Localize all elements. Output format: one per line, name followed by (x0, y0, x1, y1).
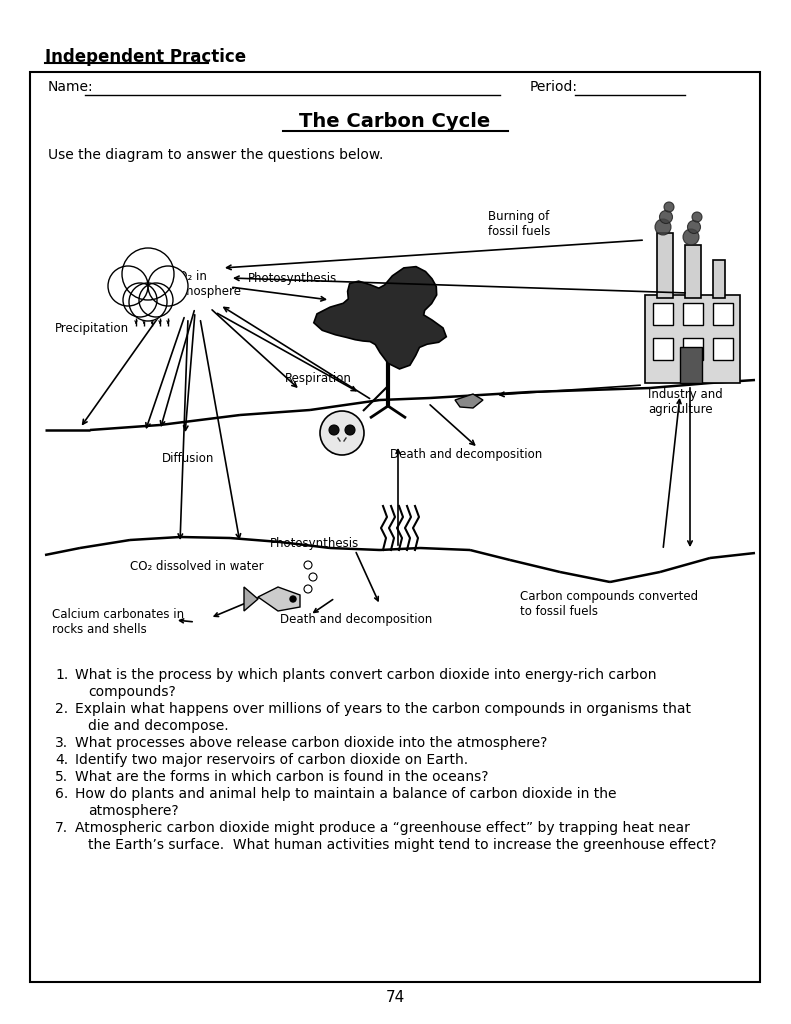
Text: Carbon compounds converted
to fossil fuels: Carbon compounds converted to fossil fue… (520, 590, 698, 618)
Circle shape (123, 283, 157, 317)
Text: Respiration: Respiration (285, 372, 352, 385)
Text: 7.: 7. (55, 821, 68, 835)
Text: What is the process by which plants convert carbon dioxide into energy-rich carb: What is the process by which plants conv… (75, 668, 657, 682)
Text: Burning of
fossil fuels: Burning of fossil fuels (488, 210, 551, 238)
Circle shape (660, 211, 672, 223)
Circle shape (139, 283, 173, 317)
Text: Death and decomposition: Death and decomposition (280, 613, 432, 626)
Text: 2.: 2. (55, 702, 68, 716)
Circle shape (655, 219, 671, 234)
Text: 3.: 3. (55, 736, 68, 750)
Text: Diffusion: Diffusion (162, 452, 214, 465)
Text: Name:: Name: (48, 80, 93, 94)
Circle shape (687, 220, 701, 233)
Circle shape (122, 248, 174, 300)
Circle shape (683, 229, 699, 245)
Text: Photosynthesis: Photosynthesis (248, 272, 337, 285)
Text: Explain what happens over millions of years to the carbon compounds in organisms: Explain what happens over millions of ye… (75, 702, 691, 716)
Text: What processes above release carbon dioxide into the atmosphere?: What processes above release carbon diox… (75, 736, 547, 750)
Circle shape (320, 411, 364, 455)
Text: 1.: 1. (55, 668, 68, 682)
Bar (645, 295, 740, 383)
Bar (685, 245, 701, 298)
Polygon shape (244, 587, 258, 611)
Text: Use the diagram to answer the questions below.: Use the diagram to answer the questions … (48, 148, 384, 162)
Circle shape (108, 266, 148, 306)
Circle shape (129, 283, 167, 321)
Text: die and decompose.: die and decompose. (88, 719, 229, 733)
Text: Industry and
agriculture: Industry and agriculture (648, 388, 723, 416)
Text: 4.: 4. (55, 753, 68, 767)
Bar (653, 303, 673, 325)
Text: Calcium carbonates in
rocks and shells: Calcium carbonates in rocks and shells (52, 608, 184, 636)
Bar (30, 72, 760, 982)
Text: the Earth’s surface.  What human activities might tend to increase the greenhous: the Earth’s surface. What human activiti… (88, 838, 717, 852)
Text: 5.: 5. (55, 770, 68, 784)
Circle shape (148, 266, 188, 306)
Bar (680, 347, 702, 383)
Circle shape (329, 425, 339, 435)
Circle shape (290, 596, 296, 602)
Bar (683, 338, 703, 360)
Polygon shape (258, 587, 300, 611)
Bar (713, 303, 733, 325)
Text: 74: 74 (385, 990, 405, 1005)
Text: Death and decomposition: Death and decomposition (390, 449, 543, 461)
Text: What are the forms in which carbon is found in the oceans?: What are the forms in which carbon is fo… (75, 770, 489, 784)
Circle shape (345, 425, 355, 435)
Bar (683, 303, 703, 325)
Text: Period:: Period: (530, 80, 578, 94)
Text: atmosphere?: atmosphere? (88, 804, 179, 818)
Polygon shape (314, 266, 446, 369)
Text: How do plants and animal help to maintain a balance of carbon dioxide in the: How do plants and animal help to maintai… (75, 787, 616, 801)
Bar (713, 260, 725, 298)
Text: Atmospheric carbon dioxide might produce a “greenhouse effect” by trapping heat : Atmospheric carbon dioxide might produce… (75, 821, 690, 835)
Bar (657, 233, 673, 298)
Text: Identify two major reservoirs of carbon dioxide on Earth.: Identify two major reservoirs of carbon … (75, 753, 468, 767)
Circle shape (692, 212, 702, 222)
Text: 6.: 6. (55, 787, 68, 801)
Text: Precipitation: Precipitation (55, 322, 129, 335)
Text: Independent Practice: Independent Practice (45, 48, 246, 66)
Polygon shape (455, 394, 483, 408)
Text: The Carbon Cycle: The Carbon Cycle (299, 112, 490, 131)
Bar (713, 338, 733, 360)
Text: CO₂ in
atmosphere: CO₂ in atmosphere (170, 270, 241, 298)
Bar (653, 338, 673, 360)
Circle shape (664, 202, 674, 212)
Text: Photosynthesis: Photosynthesis (270, 537, 359, 550)
Text: CO₂ dissolved in water: CO₂ dissolved in water (130, 560, 263, 573)
Text: compounds?: compounds? (88, 685, 176, 699)
